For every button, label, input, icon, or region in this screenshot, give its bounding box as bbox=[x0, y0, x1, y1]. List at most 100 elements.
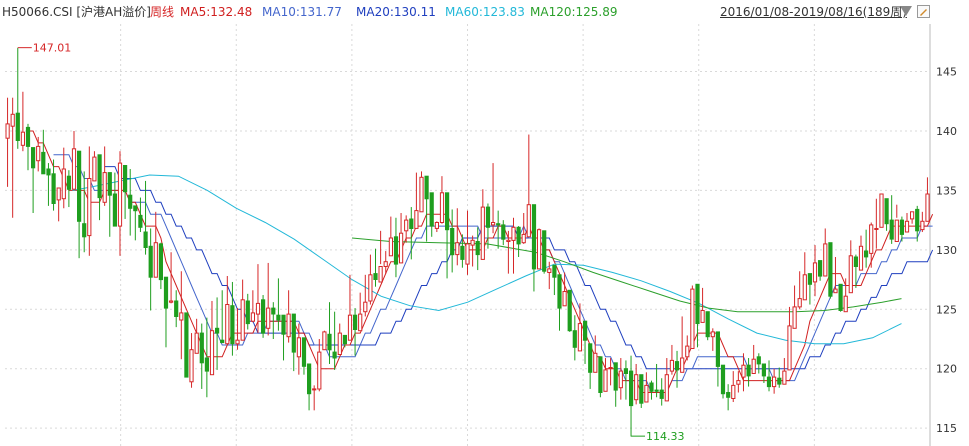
candle-body bbox=[812, 262, 818, 283]
candle-body bbox=[301, 337, 307, 367]
candle bbox=[731, 371, 736, 403]
edit-icon[interactable] bbox=[917, 5, 930, 18]
candle bbox=[639, 374, 644, 408]
candle-body bbox=[843, 295, 848, 313]
candle-body bbox=[61, 168, 66, 200]
candle bbox=[557, 274, 562, 331]
ma120-label: MA120:125.89 bbox=[530, 5, 618, 19]
candle bbox=[649, 380, 654, 400]
candle-body bbox=[174, 300, 179, 317]
candle-body bbox=[731, 384, 736, 399]
candle-body bbox=[148, 245, 153, 278]
candle-body bbox=[133, 205, 138, 212]
candle bbox=[818, 260, 823, 281]
candle-body bbox=[363, 301, 368, 313]
candle-body bbox=[291, 313, 296, 353]
candle-body bbox=[705, 311, 710, 338]
candle-body bbox=[879, 193, 884, 228]
candle bbox=[230, 281, 235, 356]
candle bbox=[726, 384, 731, 411]
candle-body bbox=[245, 300, 250, 325]
candle-body bbox=[772, 376, 777, 388]
candle-body bbox=[87, 178, 92, 237]
candle-body bbox=[445, 192, 450, 231]
symbol-label[interactable]: H50066.CSI [沪港AH溢价] bbox=[2, 5, 151, 19]
candle bbox=[797, 271, 802, 310]
candle-body bbox=[608, 367, 613, 369]
candle-body bbox=[792, 306, 797, 329]
candle bbox=[838, 283, 843, 312]
candle bbox=[240, 279, 245, 341]
candle bbox=[424, 175, 429, 242]
date-range-label[interactable]: 2016/01/08-2019/08/16(189周) bbox=[720, 5, 907, 19]
candle-body bbox=[858, 245, 864, 271]
candle bbox=[312, 385, 317, 411]
candle-body bbox=[756, 356, 761, 365]
candle-body bbox=[434, 222, 439, 229]
candle bbox=[358, 292, 363, 332]
candle bbox=[450, 209, 455, 273]
candle bbox=[833, 256, 838, 294]
candle bbox=[496, 210, 501, 249]
candle-body bbox=[368, 274, 373, 302]
y-tick-label: 120 bbox=[936, 363, 957, 376]
candle bbox=[802, 252, 807, 301]
period-label[interactable]: 周线 bbox=[150, 5, 175, 19]
candle bbox=[915, 205, 920, 242]
candle-body bbox=[618, 370, 623, 389]
candle-body bbox=[399, 232, 404, 264]
candle-body bbox=[409, 218, 414, 229]
candle-body bbox=[480, 206, 485, 260]
candle bbox=[506, 230, 511, 274]
candle bbox=[782, 358, 787, 385]
candle-body bbox=[281, 314, 286, 335]
candle bbox=[531, 204, 537, 292]
candle bbox=[225, 276, 230, 345]
candle-body bbox=[807, 273, 812, 285]
candle bbox=[715, 331, 720, 387]
annotation-label: 147.01 bbox=[33, 42, 72, 55]
candle-body bbox=[271, 307, 276, 315]
candle bbox=[618, 358, 623, 400]
candle bbox=[899, 216, 904, 242]
candle bbox=[261, 295, 266, 338]
candle-body bbox=[557, 274, 562, 309]
triangle-down-icon[interactable] bbox=[900, 6, 912, 16]
candle-body bbox=[613, 362, 618, 391]
candle-body bbox=[322, 331, 327, 351]
candle-body bbox=[163, 276, 169, 309]
candle bbox=[158, 242, 164, 290]
y-tick-label: 125 bbox=[936, 303, 957, 316]
candle-body bbox=[204, 357, 210, 372]
candle-body bbox=[542, 230, 547, 272]
candle-body bbox=[593, 352, 598, 373]
candle-body bbox=[327, 333, 332, 351]
candle bbox=[143, 180, 148, 255]
candle-body bbox=[623, 368, 628, 375]
candle-body bbox=[312, 388, 317, 391]
candle-body bbox=[853, 256, 858, 267]
candle bbox=[874, 198, 879, 249]
candle bbox=[516, 226, 521, 257]
candle bbox=[317, 339, 322, 392]
candle-body bbox=[761, 363, 766, 377]
candle bbox=[128, 169, 133, 236]
candle-body bbox=[644, 384, 649, 403]
candle-body bbox=[404, 219, 409, 232]
candle bbox=[204, 317, 210, 398]
candle bbox=[720, 364, 726, 399]
candle-body bbox=[470, 239, 475, 246]
candle-body bbox=[235, 339, 240, 345]
candle-body bbox=[419, 176, 424, 213]
candle-body bbox=[583, 320, 588, 341]
candle bbox=[511, 217, 516, 274]
candle bbox=[746, 358, 751, 387]
candle bbox=[327, 302, 332, 364]
candle-body bbox=[547, 268, 552, 273]
candle bbox=[209, 300, 215, 376]
candle-body bbox=[250, 312, 256, 322]
candle-body bbox=[598, 356, 603, 393]
moving-average-lines bbox=[28, 130, 934, 393]
candle-body bbox=[828, 242, 833, 297]
candle bbox=[710, 328, 715, 351]
